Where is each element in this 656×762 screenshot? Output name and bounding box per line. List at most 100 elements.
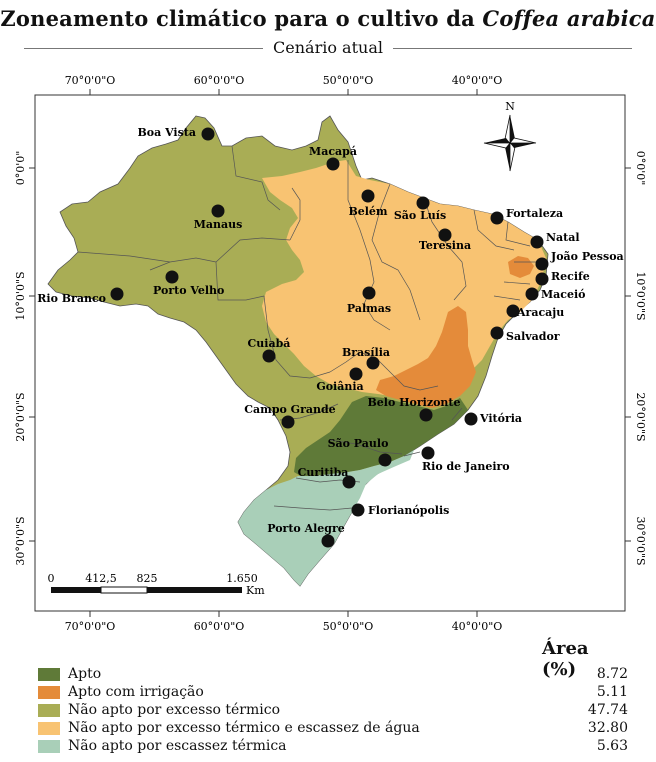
axis-bottom-label: 70°0'0"O bbox=[65, 620, 116, 633]
city-dot bbox=[421, 446, 435, 460]
city-dot bbox=[165, 270, 179, 284]
legend-header: Área (%) bbox=[542, 638, 589, 680]
city-marker: João Pessoa bbox=[535, 250, 624, 271]
legend-value: 47.74 bbox=[587, 702, 628, 718]
legend-swatch bbox=[38, 668, 60, 681]
map-subtitle: Cenário atual bbox=[24, 38, 632, 57]
city-marker: Palmas bbox=[347, 286, 391, 315]
city-marker: Teresina bbox=[419, 228, 471, 252]
scale-label: 825 bbox=[137, 572, 158, 585]
city-marker: Cuiabá bbox=[248, 337, 290, 363]
city-marker: Belém bbox=[348, 189, 388, 218]
city-label: Recife bbox=[551, 270, 590, 283]
scale-label: 412,5 bbox=[85, 572, 117, 585]
axis-bottom: 70°0'0"O 60°0'0"O 50°0'0"O 40°0'0"O bbox=[65, 620, 503, 633]
region-excesso-termico-agua bbox=[262, 160, 546, 396]
city-marker: Recife bbox=[535, 270, 590, 286]
legend-item-excesso-termico: Não apto por excesso térmico 47.74 bbox=[38, 702, 628, 719]
map-figure: 70°0'0"O 60°0'0"O 50°0'0"O 40°0'0"O 70°0… bbox=[14, 74, 647, 633]
legend-item-excesso-termico-agua: Não apto por excesso térmico e escassez … bbox=[38, 720, 628, 737]
city-layer: Boa Vista Macapá Belém São Luís Fortalez… bbox=[37, 126, 624, 548]
city-marker: Rio de Janeiro bbox=[421, 446, 510, 473]
city-dot bbox=[464, 412, 478, 426]
axis-top-label: 40°0'0"O bbox=[452, 74, 503, 87]
city-label: Maceió bbox=[541, 288, 586, 301]
legend-swatch bbox=[38, 686, 60, 699]
city-marker: Porto Velho bbox=[153, 270, 224, 297]
city-label: São Paulo bbox=[328, 437, 389, 450]
legend-swatch bbox=[38, 740, 60, 753]
legend-label: Apto com irrigação bbox=[68, 684, 204, 700]
city-dot bbox=[321, 534, 335, 548]
axis-right-label: 30°0'0"S bbox=[634, 516, 647, 565]
city-marker: Goiânia bbox=[316, 367, 364, 393]
city-dot bbox=[110, 287, 124, 301]
city-dot bbox=[211, 204, 225, 218]
legend-item-escassez-termica: Não apto por escassez térmica 5.63 bbox=[38, 738, 628, 755]
city-label: Fortaleza bbox=[506, 207, 563, 220]
region-apto-irrigacao bbox=[508, 256, 534, 278]
legend-label: Não apto por escassez térmica bbox=[68, 738, 287, 754]
city-label: Rio Branco bbox=[37, 292, 106, 305]
city-label: Salvador bbox=[506, 330, 560, 343]
axis-right-label: 10°0'0"S bbox=[634, 271, 647, 320]
state-borders bbox=[77, 145, 538, 511]
graticule-ticks bbox=[29, 89, 631, 617]
legend-value: 8.72 bbox=[596, 666, 628, 682]
region-apto-irrigacao bbox=[376, 306, 476, 408]
city-dot bbox=[362, 286, 376, 300]
city-dot bbox=[525, 287, 539, 301]
axis-left-label: 20°0'0"S bbox=[14, 392, 27, 441]
city-label: Teresina bbox=[419, 239, 471, 252]
axis-right-label: 0°0'0" bbox=[634, 151, 647, 186]
legend-label: Não apto por excesso térmico bbox=[68, 702, 281, 718]
city-marker: Salvador bbox=[490, 326, 560, 343]
city-dot bbox=[535, 257, 549, 271]
city-marker: São Luís bbox=[394, 196, 446, 222]
city-dot bbox=[530, 235, 544, 249]
map-title-species: Coffea arabica bbox=[482, 6, 656, 31]
city-label: Palmas bbox=[347, 302, 391, 315]
city-dot bbox=[351, 503, 365, 517]
axis-top-label: 60°0'0"O bbox=[194, 74, 245, 87]
city-dot bbox=[342, 475, 356, 489]
axis-bottom-label: 50°0'0"O bbox=[323, 620, 374, 633]
scale-label: 1.650 bbox=[226, 572, 258, 585]
city-marker: Manaus bbox=[194, 204, 242, 231]
city-marker: Vitória bbox=[464, 412, 522, 426]
city-dot bbox=[349, 367, 363, 381]
city-dot bbox=[366, 356, 380, 370]
city-label: João Pessoa bbox=[550, 250, 624, 263]
city-label: Macapá bbox=[309, 145, 357, 158]
axis-top: 70°0'0"O 60°0'0"O 50°0'0"O 40°0'0"O bbox=[65, 74, 503, 87]
axis-left-label: 30°0'0"S bbox=[14, 516, 27, 565]
north-label: N bbox=[505, 100, 515, 113]
city-label: Brasília bbox=[342, 346, 390, 359]
axis-top-label: 50°0'0"O bbox=[323, 74, 374, 87]
city-dot bbox=[438, 228, 452, 242]
axis-right-label: 20°0'0"S bbox=[634, 392, 647, 441]
city-dot bbox=[378, 453, 392, 467]
legend-label: Não apto por excesso térmico e escassez … bbox=[68, 720, 420, 736]
city-dot bbox=[361, 189, 375, 203]
map-subtitle-text: Cenário atual bbox=[263, 38, 393, 57]
city-dot bbox=[262, 349, 276, 363]
axis-left: 0°0'0" 10°0'0"S 20°0'0"S 30°0'0"S bbox=[14, 151, 27, 566]
city-label: Belém bbox=[348, 205, 387, 218]
city-marker: Fortaleza bbox=[490, 207, 563, 225]
city-marker: Macapá bbox=[309, 145, 357, 171]
city-dot bbox=[419, 408, 433, 422]
axis-left-label: 0°0'0" bbox=[14, 151, 27, 186]
city-dot bbox=[506, 304, 520, 318]
city-label: São Luís bbox=[394, 209, 446, 222]
axis-right: 0°0'0" 10°0'0"S 20°0'0"S 30°0'0"S bbox=[634, 151, 647, 566]
legend-item-apto: Apto 8.72 bbox=[38, 666, 628, 683]
city-dot bbox=[201, 127, 215, 141]
city-dot bbox=[490, 211, 504, 225]
map-title-prefix: Zoneamento climático para o cultivo da bbox=[0, 6, 483, 31]
legend-value: 5.11 bbox=[596, 684, 628, 700]
city-label: Florianópolis bbox=[368, 504, 449, 517]
legend-value: 5.63 bbox=[596, 738, 628, 754]
city-label: Rio de Janeiro bbox=[422, 460, 510, 473]
city-marker: Natal bbox=[530, 231, 580, 249]
